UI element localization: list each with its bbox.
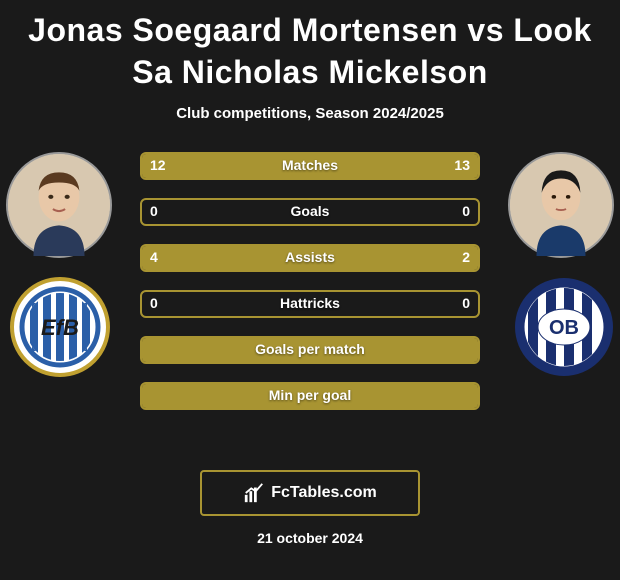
club-right-logo: OB	[514, 277, 614, 377]
stat-row: 00Goals	[140, 198, 480, 226]
stat-row: Goals per match	[140, 336, 480, 364]
stat-label: Assists	[142, 249, 478, 265]
stat-bars: 1213Matches 00Goals 42Assists 00Hattricks Go…	[140, 152, 480, 428]
club-left-logo: EfB	[10, 277, 110, 377]
season-subtitle: Club competitions, Season 2024/2025	[0, 105, 620, 122]
stat-row: 1213Matches	[140, 152, 480, 180]
stat-label: Goals	[142, 203, 478, 219]
date-text: 21 october 2024	[0, 530, 620, 546]
stat-label: Min per goal	[142, 387, 478, 403]
stat-label: Goals per match	[142, 341, 478, 357]
stat-row: 00Hattricks	[140, 290, 480, 318]
svg-text:EfB: EfB	[41, 315, 79, 340]
brand-text: FcTables.com	[271, 484, 377, 502]
stat-label: Matches	[142, 157, 478, 173]
stat-row: Min per goal	[140, 382, 480, 410]
player-left-avatar	[6, 152, 112, 258]
brand-logo-icon	[243, 482, 265, 504]
stat-row: 42Assists	[140, 244, 480, 272]
comparison-area: EfB OB 1213Matches 00Goals 42Assists 00Hatt…	[0, 152, 620, 452]
stat-label: Hattricks	[142, 295, 478, 311]
player-right-avatar	[508, 152, 614, 258]
svg-text:OB: OB	[549, 317, 579, 339]
brand-box[interactable]: FcTables.com	[200, 470, 420, 516]
page-title: Jonas Soegaard Mortensen vs Look Sa Nich…	[0, 0, 620, 93]
